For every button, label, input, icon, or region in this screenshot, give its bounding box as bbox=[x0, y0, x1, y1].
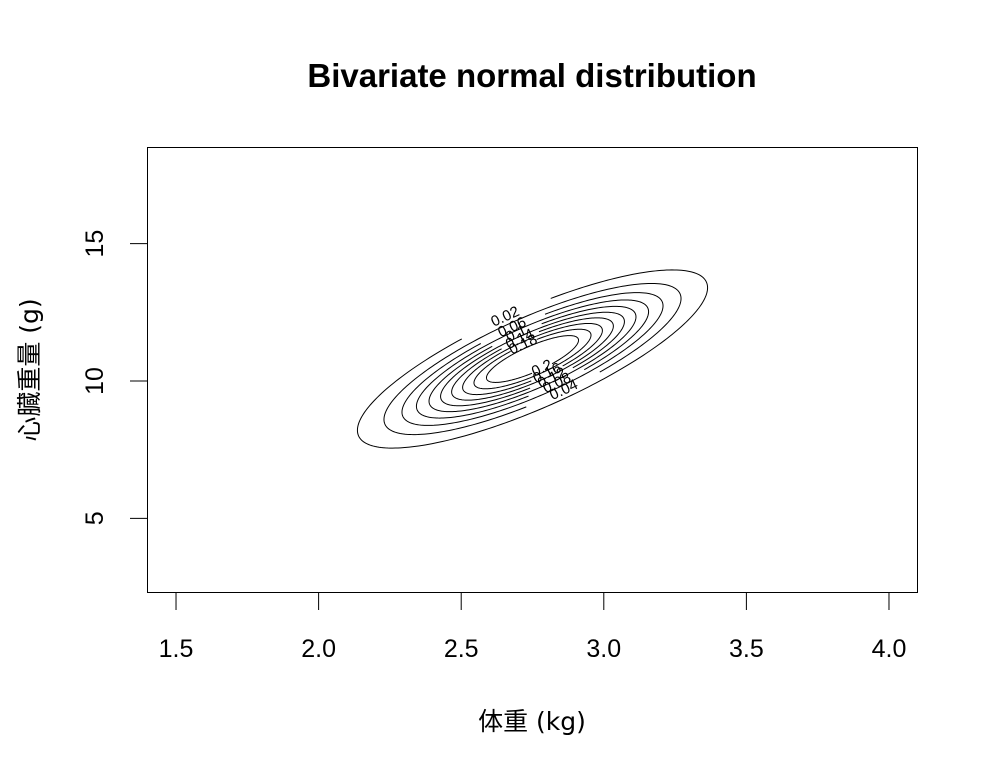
y-tick-label: 5 bbox=[81, 511, 109, 525]
contour-line bbox=[401, 292, 664, 426]
contour-line bbox=[428, 305, 637, 413]
contour-line bbox=[485, 335, 580, 383]
x-axis: 1.5 2.0 2.5 3.0 3.5 4.0 bbox=[159, 592, 907, 663]
x-tick-label: 1.5 bbox=[159, 635, 194, 663]
contour-line bbox=[473, 328, 592, 390]
contour-lines bbox=[356, 269, 709, 449]
contour-line bbox=[383, 282, 682, 436]
x-axis-label: 体重 (kg) bbox=[478, 707, 586, 736]
x-tick-label: 3.0 bbox=[586, 635, 621, 663]
contour-labels: 0.020.040.060.080.10.120.140.160.180.2 bbox=[488, 303, 580, 404]
x-tick-label: 3.5 bbox=[729, 635, 764, 663]
contour-line bbox=[462, 322, 603, 396]
chart-title: Bivariate normal distribution bbox=[307, 57, 756, 94]
x-tick-label: 4.0 bbox=[872, 635, 907, 663]
y-tick-label: 15 bbox=[81, 230, 109, 258]
x-tick-label: 2.5 bbox=[444, 635, 479, 663]
contour-line bbox=[356, 269, 709, 449]
contour-line bbox=[440, 311, 625, 407]
y-axis: 5 10 15 bbox=[81, 230, 148, 525]
y-axis-label: 心臓重量 (g) bbox=[15, 298, 44, 441]
contour-line bbox=[451, 317, 614, 401]
y-tick-label: 10 bbox=[81, 367, 109, 395]
x-tick-label: 2.0 bbox=[301, 635, 336, 663]
contour-line bbox=[415, 299, 650, 419]
